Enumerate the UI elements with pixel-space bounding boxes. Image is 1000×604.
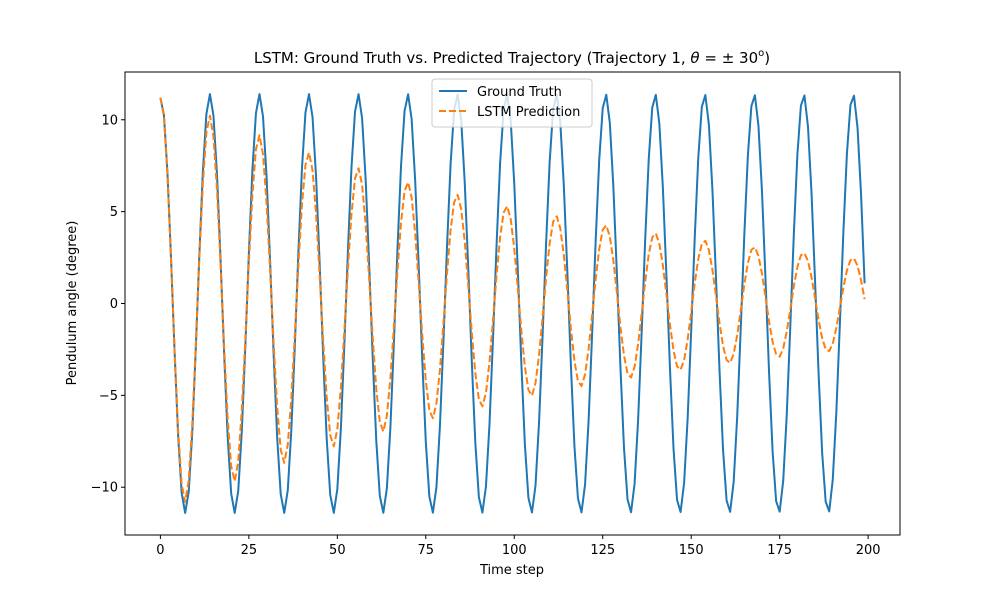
series-line-1 bbox=[159, 93, 866, 514]
y-tick-label: −10 bbox=[91, 481, 118, 496]
x-tick-label: 175 bbox=[767, 543, 792, 558]
legend-label-1: Ground Truth bbox=[477, 85, 562, 100]
chart-title-prefix: LSTM: Ground Truth vs. Predicted Traject… bbox=[254, 49, 691, 67]
y-tick-label: 0 bbox=[110, 297, 118, 312]
y-axis-label: Pendulum angle (degree) bbox=[65, 221, 80, 386]
chart-title-equals: = ± 30 bbox=[700, 49, 759, 67]
x-axis: 0 25 50 75 100 125 150 175 200 bbox=[156, 535, 881, 558]
chart-title-suffix: ) bbox=[764, 49, 770, 67]
chart-title-theta: θ bbox=[690, 49, 699, 67]
legend-box bbox=[431, 78, 593, 128]
chart-title-degree: o bbox=[758, 48, 764, 59]
series-layer bbox=[159, 93, 866, 514]
y-axis: −10 −5 0 5 10 bbox=[91, 113, 125, 496]
x-tick-label: 200 bbox=[856, 543, 881, 558]
x-tick-label: 100 bbox=[502, 543, 527, 558]
legend: Ground Truth LSTM Prediction bbox=[431, 78, 593, 128]
y-tick-label: −5 bbox=[99, 389, 118, 404]
x-axis-label: Time step bbox=[479, 563, 544, 578]
y-tick-label: 5 bbox=[110, 205, 118, 220]
x-tick-label: 125 bbox=[590, 543, 615, 558]
x-tick-label: 75 bbox=[418, 543, 435, 558]
y-tick-label: 10 bbox=[101, 113, 118, 128]
x-tick-label: 0 bbox=[156, 543, 164, 558]
x-tick-label: 50 bbox=[329, 543, 346, 558]
legend-label-2: LSTM Prediction bbox=[477, 105, 580, 120]
chart-title: LSTM: Ground Truth vs. Predicted Traject… bbox=[254, 48, 770, 67]
series-line-2 bbox=[159, 97, 866, 503]
x-tick-label: 25 bbox=[241, 543, 258, 558]
x-tick-label: 150 bbox=[679, 543, 704, 558]
